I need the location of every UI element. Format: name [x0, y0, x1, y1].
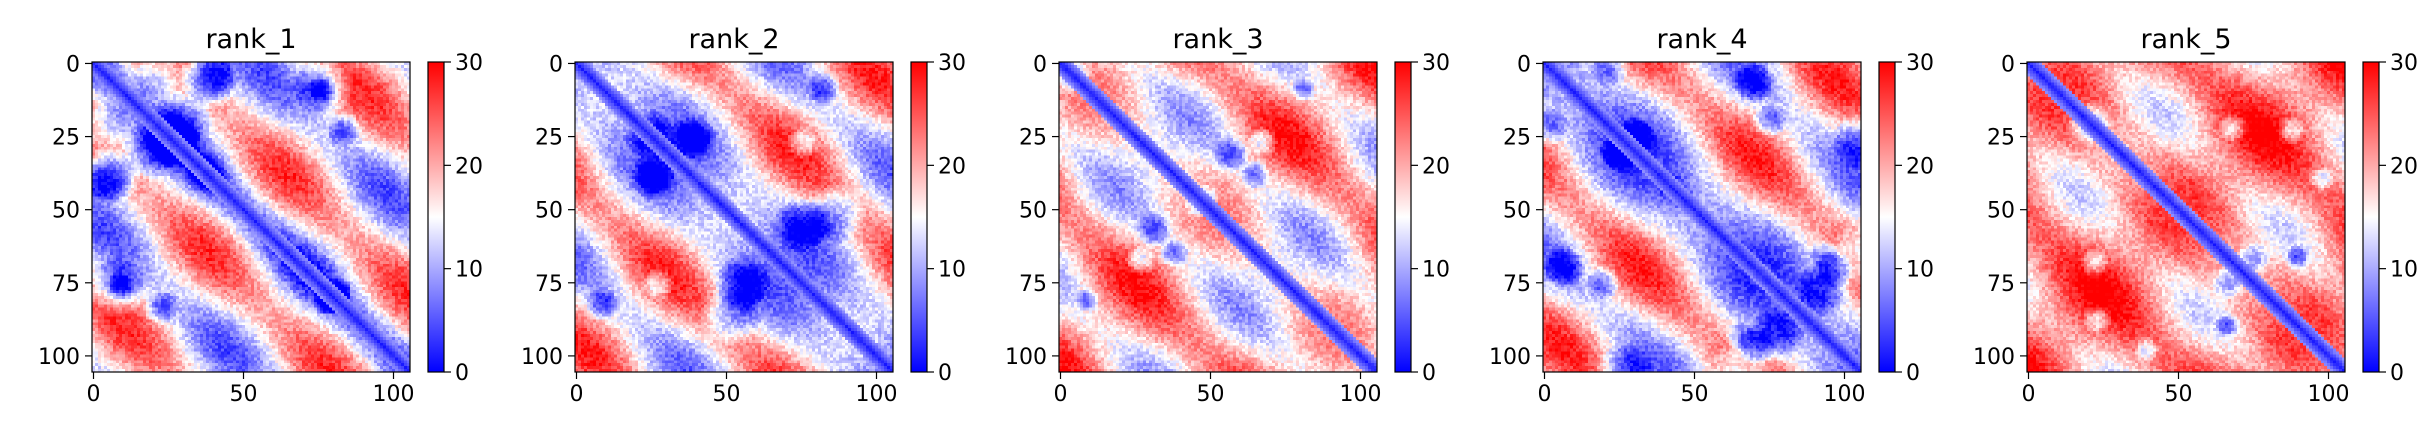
- colorbar-tick-label: 30: [938, 51, 966, 76]
- y-tick-label: 100: [38, 345, 80, 370]
- plot-frame: [1058, 61, 1378, 373]
- colorbar-tick-label: 30: [1906, 51, 1934, 76]
- colorbar-tick-label: 0: [1422, 361, 1436, 386]
- colorbar-tick-label: 10: [938, 258, 966, 283]
- colorbar-tick-label: 10: [455, 258, 483, 283]
- y-tick-label: 75: [535, 272, 563, 297]
- x-tick-label: 0: [1538, 382, 1552, 407]
- y-tick-label: 50: [1503, 199, 1531, 224]
- y-tick-label: 100: [1489, 345, 1531, 370]
- y-tick-label: 50: [52, 199, 80, 224]
- heatmap-image: [2027, 62, 2345, 372]
- colorbar-tick-label: 0: [938, 361, 952, 386]
- panel-title: rank_4: [1656, 24, 1747, 55]
- colorbar-tick-label: 0: [2390, 361, 2404, 386]
- y-tick-label: 25: [1019, 126, 1047, 151]
- y-tick-label: 75: [1503, 272, 1531, 297]
- colorbar: [910, 61, 928, 373]
- panel-title: rank_5: [2140, 24, 2231, 55]
- x-tick-label: 0: [570, 382, 584, 407]
- x-tick-label: 50: [2165, 382, 2193, 407]
- x-tick-label: 100: [1340, 382, 1382, 407]
- heatmap-image: [575, 62, 893, 372]
- x-tick-label: 100: [1824, 382, 1866, 407]
- colorbar-tick-label: 30: [2390, 51, 2418, 76]
- y-tick-label: 25: [52, 126, 80, 151]
- colorbar-tick-label: 0: [455, 361, 469, 386]
- colorbar-tick-label: 30: [455, 51, 483, 76]
- colorbar-tick-label: 0: [1906, 361, 1920, 386]
- colorbar-tick-label: 20: [1422, 154, 1450, 179]
- colorbar: [427, 61, 445, 373]
- y-tick-label: 0: [66, 52, 80, 77]
- colorbar-tick-label: 30: [1422, 51, 1450, 76]
- y-tick-label: 100: [1005, 345, 1047, 370]
- heatmap-panel: rank_2 0 50 100 0 25 50 75 100 0 10 20 30: [521, 24, 966, 407]
- x-tick-label: 0: [1054, 382, 1068, 407]
- y-tick-label: 50: [535, 199, 563, 224]
- panel-title: rank_2: [688, 24, 779, 55]
- heatmap-image: [1059, 62, 1377, 372]
- x-tick-label: 0: [87, 382, 101, 407]
- colorbar-tick-label: 20: [455, 154, 483, 179]
- y-tick-label: 0: [549, 52, 563, 77]
- y-tick-label: 0: [1033, 52, 1047, 77]
- colorbar: [1878, 61, 1896, 373]
- colorbar-tick-label: 20: [938, 154, 966, 179]
- x-tick-label: 50: [713, 382, 741, 407]
- x-tick-label: 50: [230, 382, 258, 407]
- plot-frame: [91, 61, 411, 373]
- x-tick-label: 100: [856, 382, 898, 407]
- colorbar-tick-label: 10: [1906, 258, 1934, 283]
- y-tick-label: 75: [1987, 272, 2015, 297]
- y-tick-label: 25: [535, 126, 563, 151]
- y-tick-label: 75: [52, 272, 80, 297]
- x-tick-label: 0: [2022, 382, 2036, 407]
- y-tick-label: 100: [1973, 345, 2015, 370]
- colorbar-tick-label: 20: [2390, 154, 2418, 179]
- y-tick-label: 50: [1987, 199, 2015, 224]
- colorbar: [2362, 61, 2380, 373]
- x-tick-label: 100: [373, 382, 415, 407]
- panel-title: rank_3: [1172, 24, 1263, 55]
- colorbar: [1394, 61, 1412, 373]
- y-tick-label: 75: [1019, 272, 1047, 297]
- heatmap-panel: rank_1 0 50 100 0 25 50 75 100 0 10 20 30: [38, 24, 483, 407]
- y-tick-label: 0: [2001, 52, 2015, 77]
- heatmap-panel: rank_4 0 50 100 0 25 50 75 100 0 10 20 30: [1489, 24, 1934, 407]
- plot-frame: [1542, 61, 1862, 373]
- colorbar-tick-label: 20: [1906, 154, 1934, 179]
- plot-frame: [2026, 61, 2346, 373]
- x-tick-label: 50: [1681, 382, 1709, 407]
- heatmap-panel: rank_5 0 50 100 0 25 50 75 100 0 10 20 30: [1973, 24, 2418, 407]
- x-tick-label: 50: [1197, 382, 1225, 407]
- y-tick-label: 25: [1987, 126, 2015, 151]
- plot-frame: [574, 61, 894, 373]
- colorbar-tick-label: 10: [2390, 258, 2418, 283]
- heatmap-panel: rank_3 0 50 100 0 25 50 75 100 0 10 20 30: [1005, 24, 1450, 407]
- heatmap-image: [92, 62, 410, 372]
- y-tick-label: 50: [1019, 199, 1047, 224]
- y-tick-label: 25: [1503, 126, 1531, 151]
- x-tick-label: 100: [2308, 382, 2350, 407]
- y-tick-label: 100: [521, 345, 563, 370]
- y-tick-label: 0: [1517, 52, 1531, 77]
- panel-title: rank_1: [205, 24, 296, 55]
- colorbar-tick-label: 10: [1422, 258, 1450, 283]
- heatmap-image: [1543, 62, 1861, 372]
